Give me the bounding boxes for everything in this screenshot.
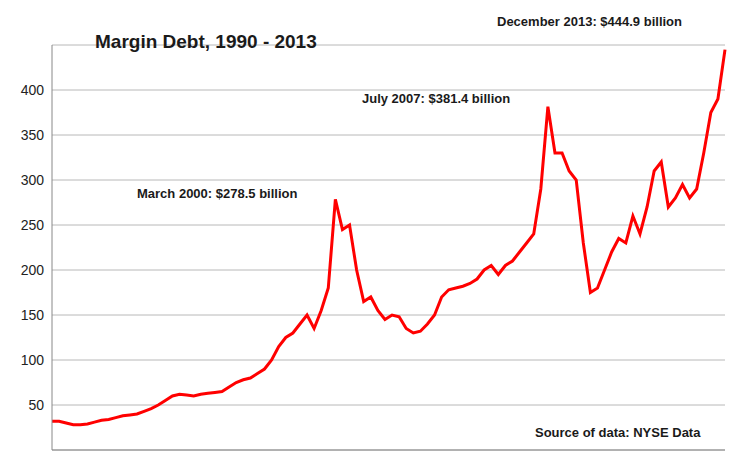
svg-text:400: 400 xyxy=(21,82,45,98)
svg-text:100: 100 xyxy=(21,352,45,368)
svg-text:350: 350 xyxy=(21,127,45,143)
svg-text:250: 250 xyxy=(21,217,45,233)
html-text:March 2000: $278.5 billion: March 2000: $278.5 billion xyxy=(137,186,298,201)
svg-text:300: 300 xyxy=(21,172,45,188)
svg-text:50: 50 xyxy=(28,397,44,413)
html-text:Source of data: NYSE Data: Source of data: NYSE Data xyxy=(535,425,701,440)
html-text:Margin Debt, 1990 - 2013: Margin Debt, 1990 - 2013 xyxy=(95,31,317,52)
html-text:July 2007: $381.4 billion: July 2007: $381.4 billion xyxy=(362,91,511,106)
svg-text:150: 150 xyxy=(21,307,45,323)
html-text:December 2013: $444.9 billion: December 2013: $444.9 billion xyxy=(497,14,682,29)
svg-text:200: 200 xyxy=(21,262,45,278)
